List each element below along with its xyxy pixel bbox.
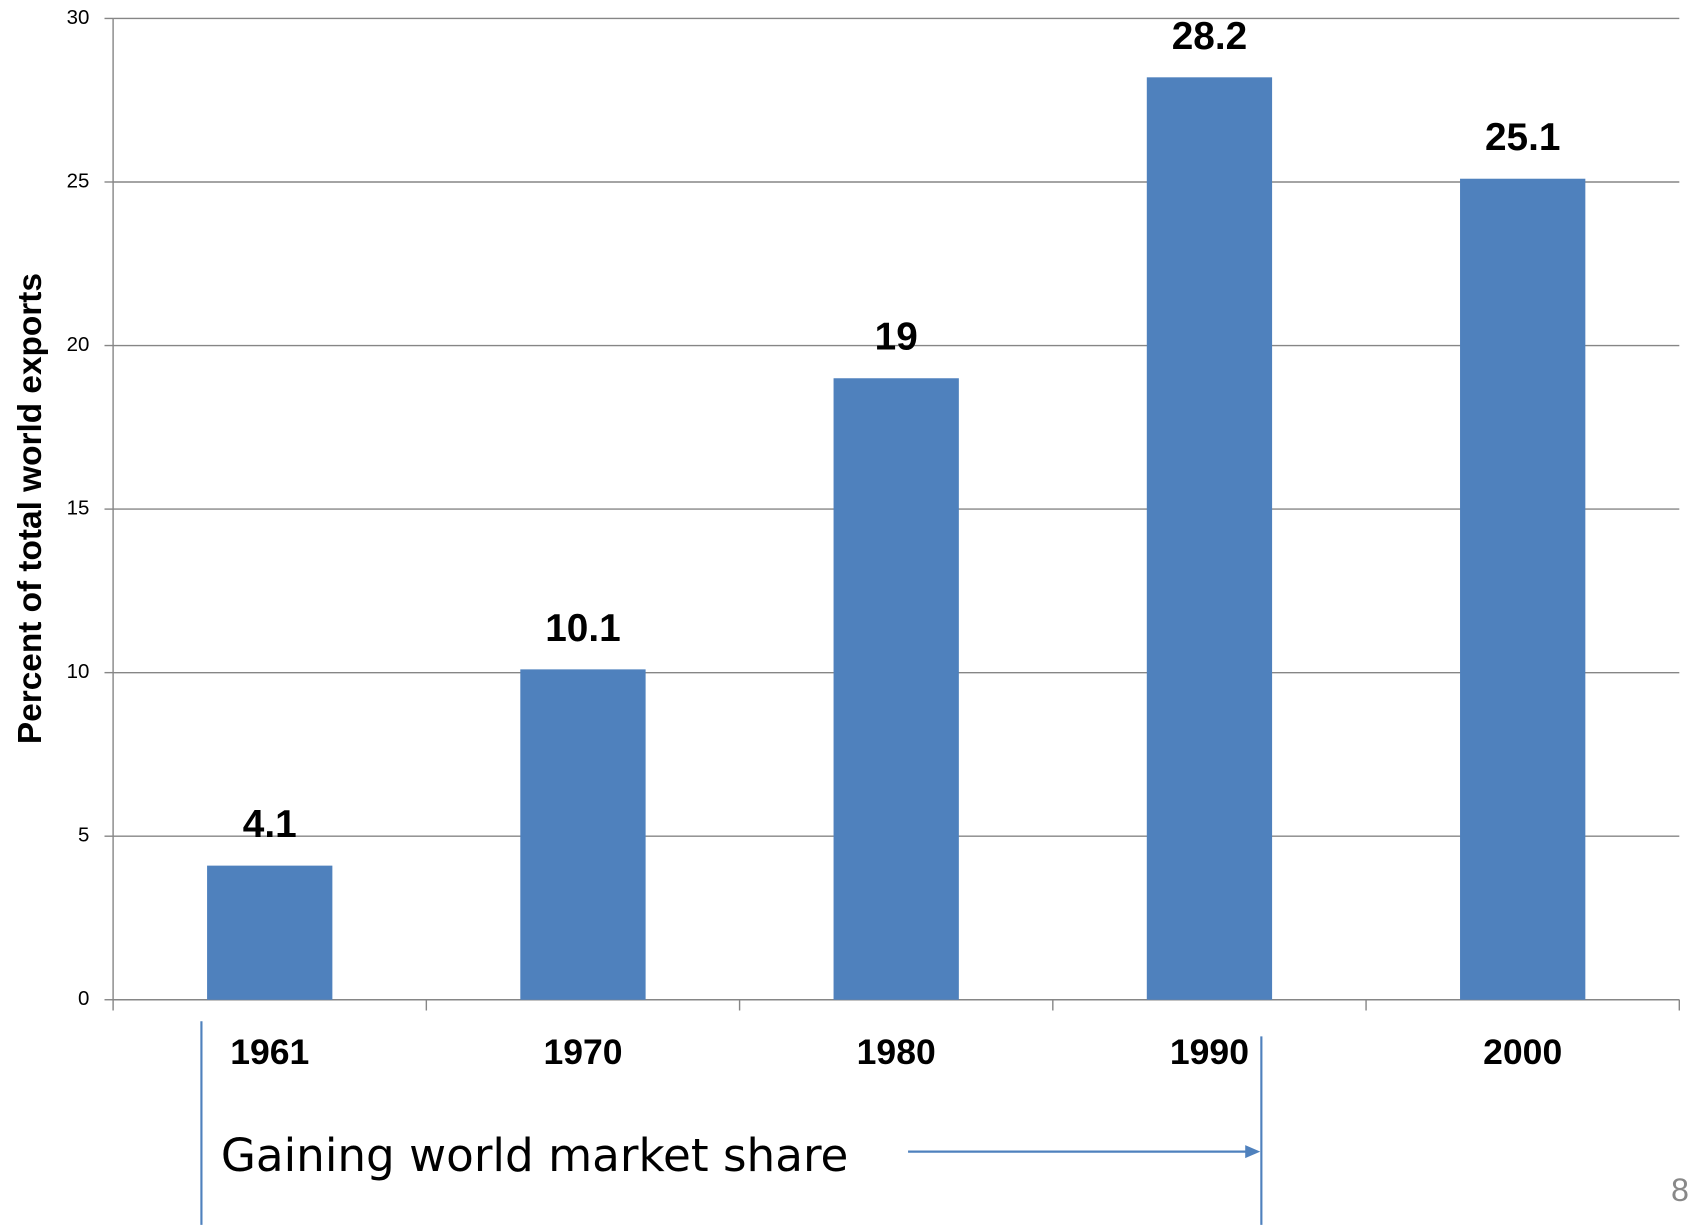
data-label: 19 — [875, 316, 918, 359]
y-tick-label: 25 — [67, 169, 90, 192]
data-label: 25.1 — [1485, 116, 1560, 159]
annotation: Gaining world market share — [221, 1129, 849, 1182]
y-tick-label: 15 — [67, 496, 90, 519]
data-label: 10.1 — [545, 607, 620, 650]
bar — [207, 865, 333, 1000]
y-tick-label: 0 — [78, 987, 89, 1010]
y-axis-label: Percent of total world exports — [12, 273, 49, 744]
x-tick-label: 1980 — [857, 1032, 936, 1072]
x-tick-label: 1961 — [230, 1032, 309, 1072]
bar — [1460, 178, 1586, 1000]
bar — [520, 669, 646, 1000]
y-tick-label: 10 — [67, 660, 90, 683]
page-number: 8 — [1671, 1172, 1689, 1208]
data-label: 28.2 — [1172, 15, 1247, 58]
x-tick-label: 1970 — [543, 1032, 622, 1072]
data-label: 4.1 — [243, 803, 297, 846]
y-tick-label: 20 — [67, 333, 90, 356]
y-tick-label: 30 — [67, 6, 90, 29]
y-tick-label: 5 — [78, 824, 89, 847]
x-tick-label: 2000 — [1483, 1032, 1562, 1072]
arrow-head — [1245, 1145, 1261, 1159]
bar — [1146, 77, 1273, 1000]
x-tick-label: 1990 — [1170, 1032, 1249, 1072]
bar — [833, 378, 959, 1000]
